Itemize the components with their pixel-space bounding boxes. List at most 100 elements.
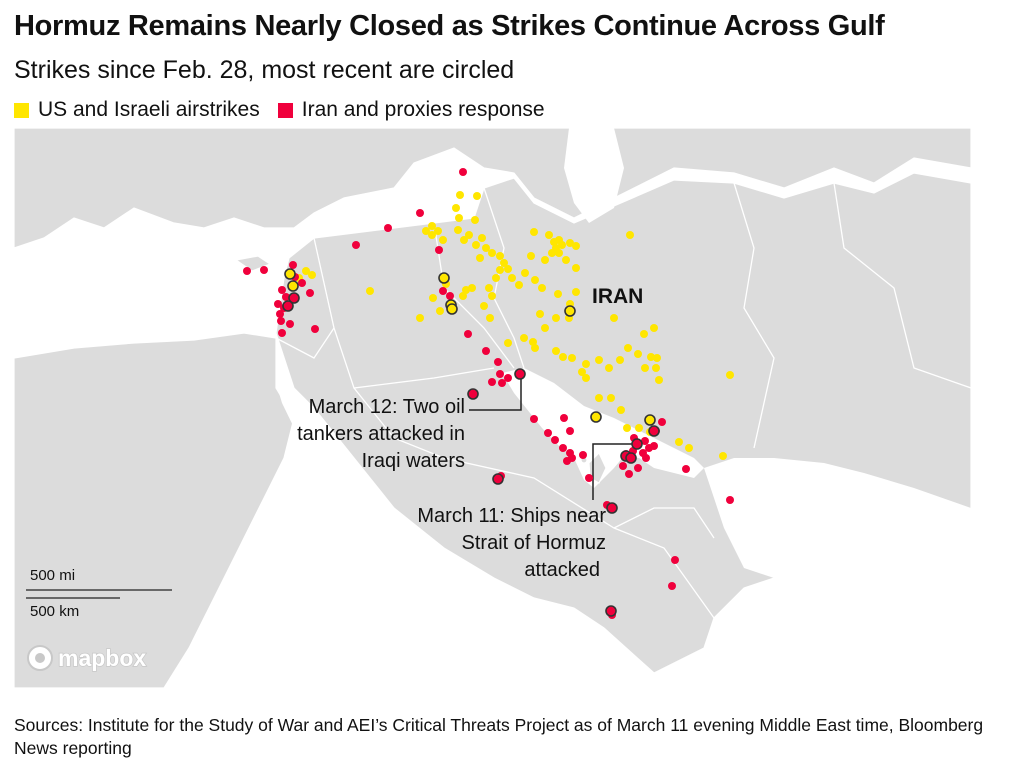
iran-proxy-strike-dot[interactable] bbox=[384, 224, 392, 232]
us-israeli-strike-dot[interactable] bbox=[640, 330, 648, 338]
us-israeli-strike-dot[interactable] bbox=[552, 347, 560, 355]
us-israeli-strike-dot[interactable] bbox=[554, 290, 562, 298]
us-israeli-strike-dot[interactable] bbox=[626, 231, 634, 239]
recent-iran-proxy-strike-dot[interactable] bbox=[648, 425, 660, 437]
iran-proxy-strike-dot[interactable] bbox=[642, 454, 650, 462]
us-israeli-strike-dot[interactable] bbox=[582, 374, 590, 382]
us-israeli-strike-dot[interactable] bbox=[531, 276, 539, 284]
iran-proxy-strike-dot[interactable] bbox=[496, 370, 504, 378]
us-israeli-strike-dot[interactable] bbox=[559, 353, 567, 361]
iran-proxy-strike-dot[interactable] bbox=[311, 325, 319, 333]
us-israeli-strike-dot[interactable] bbox=[460, 236, 468, 244]
iran-proxy-strike-dot[interactable] bbox=[243, 267, 251, 275]
iran-proxy-strike-dot[interactable] bbox=[682, 465, 690, 473]
iran-proxy-strike-dot[interactable] bbox=[566, 427, 574, 435]
us-israeli-strike-dot[interactable] bbox=[504, 339, 512, 347]
us-israeli-strike-dot[interactable] bbox=[472, 241, 480, 249]
us-israeli-strike-dot[interactable] bbox=[595, 356, 603, 364]
iran-proxy-strike-dot[interactable] bbox=[435, 246, 443, 254]
iran-proxy-strike-dot[interactable] bbox=[260, 266, 268, 274]
recent-iran-proxy-strike-dot[interactable] bbox=[514, 368, 526, 380]
iran-proxy-strike-dot[interactable] bbox=[494, 358, 502, 366]
iran-proxy-strike-dot[interactable] bbox=[560, 414, 568, 422]
iran-proxy-strike-dot[interactable] bbox=[650, 442, 658, 450]
us-israeli-strike-dot[interactable] bbox=[462, 286, 470, 294]
us-israeli-strike-dot[interactable] bbox=[555, 249, 563, 257]
recent-iran-proxy-strike-dot[interactable] bbox=[631, 438, 643, 450]
us-israeli-strike-dot[interactable] bbox=[473, 192, 481, 200]
us-israeli-strike-dot[interactable] bbox=[488, 249, 496, 257]
us-israeli-strike-dot[interactable] bbox=[436, 307, 444, 315]
iran-proxy-strike-dot[interactable] bbox=[276, 310, 284, 318]
recent-iran-proxy-strike-dot[interactable] bbox=[605, 605, 617, 617]
us-israeli-strike-dot[interactable] bbox=[541, 324, 549, 332]
us-israeli-strike-dot[interactable] bbox=[582, 360, 590, 368]
recent-us-israeli-strike-dot[interactable] bbox=[284, 268, 296, 280]
us-israeli-strike-dot[interactable] bbox=[541, 256, 549, 264]
us-israeli-strike-dot[interactable] bbox=[476, 254, 484, 262]
us-israeli-strike-dot[interactable] bbox=[508, 274, 516, 282]
iran-proxy-strike-dot[interactable] bbox=[641, 437, 649, 445]
us-israeli-strike-dot[interactable] bbox=[641, 364, 649, 372]
us-israeli-strike-dot[interactable] bbox=[529, 338, 537, 346]
us-israeli-strike-dot[interactable] bbox=[302, 267, 310, 275]
us-israeli-strike-dot[interactable] bbox=[521, 269, 529, 277]
us-israeli-strike-dot[interactable] bbox=[455, 214, 463, 222]
us-israeli-strike-dot[interactable] bbox=[459, 292, 467, 300]
us-israeli-strike-dot[interactable] bbox=[527, 252, 535, 260]
iran-proxy-strike-dot[interactable] bbox=[439, 287, 447, 295]
us-israeli-strike-dot[interactable] bbox=[655, 376, 663, 384]
recent-us-israeli-strike-dot[interactable] bbox=[446, 303, 458, 315]
iran-proxy-strike-dot[interactable] bbox=[619, 462, 627, 470]
us-israeli-strike-dot[interactable] bbox=[465, 231, 473, 239]
us-israeli-strike-dot[interactable] bbox=[504, 265, 512, 273]
iran-proxy-strike-dot[interactable] bbox=[668, 582, 676, 590]
us-israeli-strike-dot[interactable] bbox=[572, 264, 580, 272]
us-israeli-strike-dot[interactable] bbox=[607, 394, 615, 402]
us-israeli-strike-dot[interactable] bbox=[552, 314, 560, 322]
us-israeli-strike-dot[interactable] bbox=[572, 288, 580, 296]
recent-iran-proxy-strike-dot[interactable] bbox=[625, 452, 637, 464]
iran-proxy-strike-dot[interactable] bbox=[625, 470, 633, 478]
iran-proxy-strike-dot[interactable] bbox=[658, 418, 666, 426]
iran-proxy-strike-dot[interactable] bbox=[671, 556, 679, 564]
us-israeli-strike-dot[interactable] bbox=[500, 259, 508, 267]
us-israeli-strike-dot[interactable] bbox=[486, 314, 494, 322]
us-israeli-strike-dot[interactable] bbox=[605, 364, 613, 372]
iran-proxy-strike-dot[interactable] bbox=[726, 496, 734, 504]
iran-proxy-strike-dot[interactable] bbox=[306, 289, 314, 297]
iran-proxy-strike-dot[interactable] bbox=[274, 300, 282, 308]
us-israeli-strike-dot[interactable] bbox=[488, 292, 496, 300]
us-israeli-strike-dot[interactable] bbox=[685, 444, 693, 452]
iran-proxy-strike-dot[interactable] bbox=[277, 317, 285, 325]
us-israeli-strike-dot[interactable] bbox=[452, 204, 460, 212]
us-israeli-strike-dot[interactable] bbox=[429, 294, 437, 302]
recent-us-israeli-strike-dot[interactable] bbox=[438, 272, 450, 284]
us-israeli-strike-dot[interactable] bbox=[562, 256, 570, 264]
us-israeli-strike-dot[interactable] bbox=[623, 424, 631, 432]
recent-iran-proxy-strike-dot[interactable] bbox=[288, 292, 300, 304]
us-israeli-strike-dot[interactable] bbox=[530, 228, 538, 236]
iran-proxy-strike-dot[interactable] bbox=[488, 378, 496, 386]
us-israeli-strike-dot[interactable] bbox=[653, 354, 661, 362]
iran-proxy-strike-dot[interactable] bbox=[459, 168, 467, 176]
iran-proxy-strike-dot[interactable] bbox=[498, 379, 506, 387]
iran-proxy-strike-dot[interactable] bbox=[530, 415, 538, 423]
iran-proxy-strike-dot[interactable] bbox=[585, 474, 593, 482]
us-israeli-strike-dot[interactable] bbox=[366, 287, 374, 295]
us-israeli-strike-dot[interactable] bbox=[610, 314, 618, 322]
iran-proxy-strike-dot[interactable] bbox=[278, 286, 286, 294]
us-israeli-strike-dot[interactable] bbox=[428, 231, 436, 239]
us-israeli-strike-dot[interactable] bbox=[572, 242, 580, 250]
iran-proxy-strike-dot[interactable] bbox=[278, 329, 286, 337]
us-israeli-strike-dot[interactable] bbox=[566, 239, 574, 247]
us-israeli-strike-dot[interactable] bbox=[578, 368, 586, 376]
us-israeli-strike-dot[interactable] bbox=[422, 227, 430, 235]
us-israeli-strike-dot[interactable] bbox=[726, 371, 734, 379]
iran-proxy-strike-dot[interactable] bbox=[504, 374, 512, 382]
iran-proxy-strike-dot[interactable] bbox=[352, 241, 360, 249]
us-israeli-strike-dot[interactable] bbox=[548, 249, 556, 257]
iran-proxy-strike-dot[interactable] bbox=[282, 293, 290, 301]
us-israeli-strike-dot[interactable] bbox=[478, 234, 486, 242]
recent-iran-proxy-strike-dot[interactable] bbox=[282, 300, 294, 312]
